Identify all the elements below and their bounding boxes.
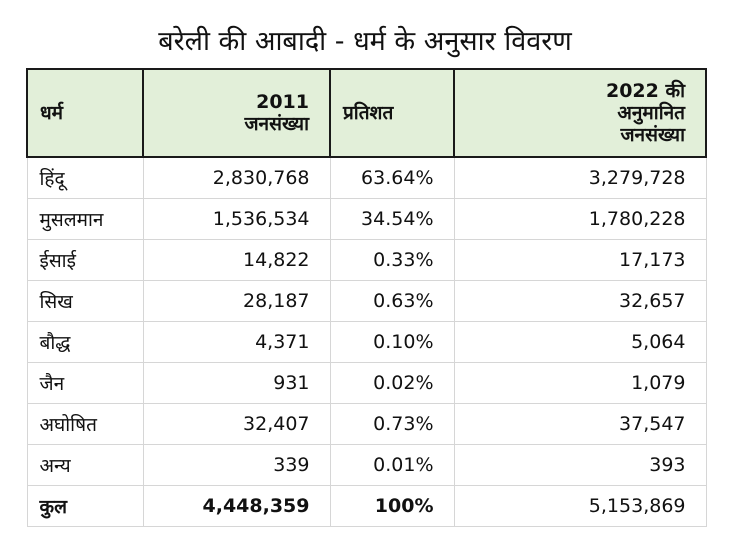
cell-pop-2022: 3,279,728 — [453, 156, 707, 199]
header-percent-label: प्रतिशत — [343, 102, 394, 124]
cell-percent: 0.63% — [329, 280, 455, 322]
cell-religion: अघोषित — [26, 403, 144, 445]
cell-percent: 0.01% — [329, 444, 455, 486]
table-header-row: धर्म 2011 जनसंख्या प्रतिशत 2022 की अनुमा… — [26, 68, 707, 158]
population-table: धर्म 2011 जनसंख्या प्रतिशत 2022 की अनुमा… — [26, 68, 707, 527]
cell-pop-2022: 37,547 — [453, 403, 707, 445]
cell-religion: जैन — [26, 362, 144, 404]
cell-religion: बौद्ध — [26, 321, 144, 363]
cell-pop-2011: 14,822 — [142, 239, 331, 281]
total-pop-2022: 5,153,869 — [453, 485, 707, 527]
table-row: ईसाई 14,822 0.33% 17,173 — [26, 239, 707, 281]
table-row: अघोषित 32,407 0.73% 37,547 — [26, 403, 707, 445]
cell-pop-2011: 32,407 — [142, 403, 331, 445]
cell-pop-2022: 1,079 — [453, 362, 707, 404]
cell-pop-2022: 5,064 — [453, 321, 707, 363]
table-row: मुसलमान 1,536,534 34.54% 1,780,228 — [26, 198, 707, 240]
cell-pop-2011: 339 — [142, 444, 331, 486]
cell-pop-2022: 393 — [453, 444, 707, 486]
page-title: बरेली की आबादी - धर्म के अनुसार विवरण — [158, 26, 572, 57]
total-pop-2011: 4,448,359 — [142, 485, 331, 527]
header-pop-2011-line1: 2011 — [256, 91, 309, 113]
header-pop-2022-line3: जनसंख्या — [620, 124, 685, 146]
table-row: अन्य 339 0.01% 393 — [26, 444, 707, 486]
cell-percent: 34.54% — [329, 198, 455, 240]
table-row: जैन 931 0.02% 1,079 — [26, 362, 707, 404]
table-row: सिख 28,187 0.63% 32,657 — [26, 280, 707, 322]
cell-pop-2011: 931 — [142, 362, 331, 404]
cell-religion: अन्य — [26, 444, 144, 486]
cell-pop-2011: 1,536,534 — [142, 198, 331, 240]
header-religion-label: धर्म — [40, 102, 64, 124]
cell-pop-2011: 2,830,768 — [142, 156, 331, 199]
total-label: कुल — [26, 485, 144, 527]
cell-percent: 0.33% — [329, 239, 455, 281]
cell-pop-2022: 17,173 — [453, 239, 707, 281]
header-pop-2011: 2011 जनसंख्या — [142, 68, 331, 158]
cell-percent: 0.02% — [329, 362, 455, 404]
cell-religion: मुसलमान — [26, 198, 144, 240]
header-pop-2011-line2: जनसंख्या — [244, 113, 309, 135]
cell-pop-2011: 4,371 — [142, 321, 331, 363]
cell-percent: 63.64% — [329, 156, 455, 199]
table-row: बौद्ध 4,371 0.10% 5,064 — [26, 321, 707, 363]
header-pop-2022: 2022 की अनुमानित जनसंख्या — [453, 68, 707, 158]
header-percent: प्रतिशत — [329, 68, 455, 158]
total-percent: 100% — [329, 485, 455, 527]
cell-religion: सिख — [26, 280, 144, 322]
header-religion: धर्म — [26, 68, 144, 158]
cell-pop-2022: 1,780,228 — [453, 198, 707, 240]
header-pop-2022-line1: 2022 की — [605, 80, 685, 102]
cell-religion: हिंदू — [26, 156, 144, 199]
cell-religion: ईसाई — [26, 239, 144, 281]
cell-pop-2011: 28,187 — [142, 280, 331, 322]
header-pop-2022-line2: अनुमानित — [617, 102, 685, 124]
cell-pop-2022: 32,657 — [453, 280, 707, 322]
cell-percent: 0.10% — [329, 321, 455, 363]
total-row: कुल 4,448,359 100% 5,153,869 — [26, 485, 707, 527]
cell-percent: 0.73% — [329, 403, 455, 445]
table-row: हिंदू 2,830,768 63.64% 3,279,728 — [26, 156, 707, 199]
